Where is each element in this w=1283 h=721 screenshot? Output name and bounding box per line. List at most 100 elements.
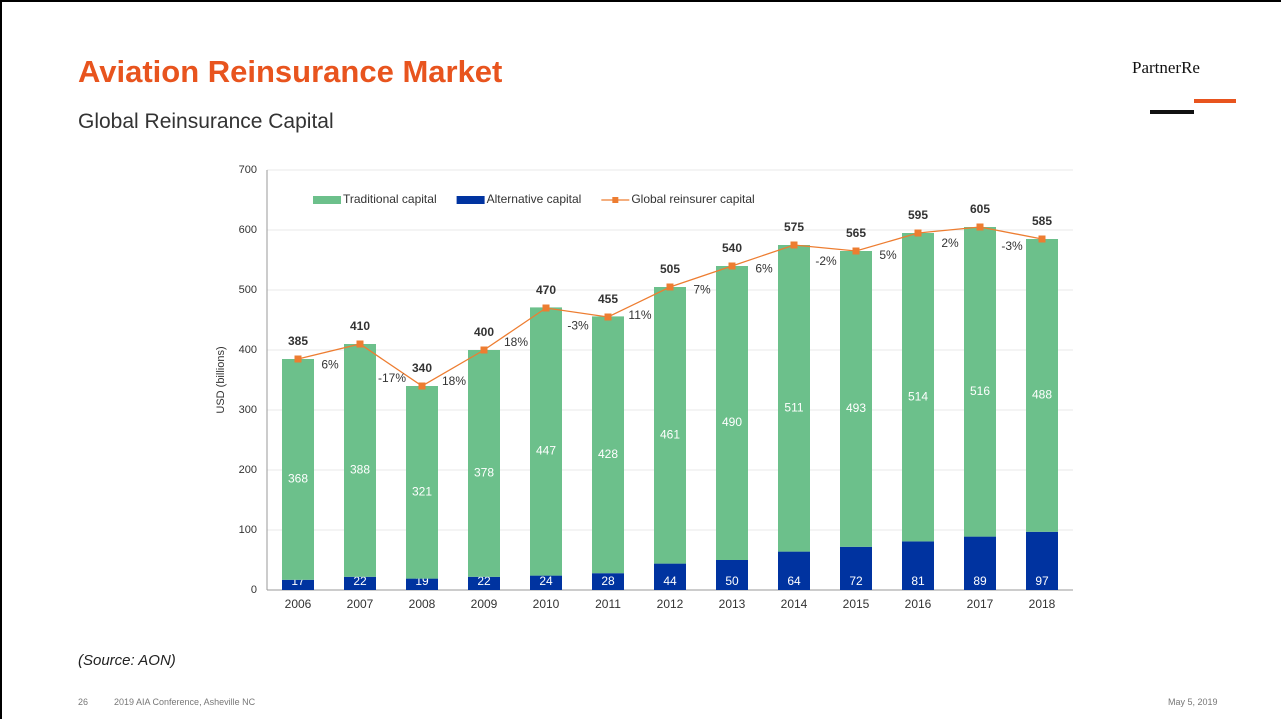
line-marker <box>480 346 488 354</box>
bar-segment <box>778 551 810 590</box>
bar-segment <box>840 251 872 547</box>
logo: PartnerRe <box>1132 58 1200 77</box>
total-label: 400 <box>474 325 494 339</box>
x-tick-label: 2016 <box>905 597 932 611</box>
bar-segment <box>344 576 376 590</box>
total-label: 470 <box>536 283 556 297</box>
data-label: 428 <box>598 447 618 461</box>
data-label: 64 <box>787 574 801 588</box>
line-marker <box>604 313 612 321</box>
y-tick-label: 700 <box>239 164 257 176</box>
line-marker <box>542 304 550 312</box>
line-marker <box>914 229 922 237</box>
data-label: 388 <box>350 463 370 477</box>
bar-segment <box>468 576 500 590</box>
y-tick-label: 400 <box>239 344 257 356</box>
growth-label: 6% <box>321 358 339 372</box>
bar-segment <box>778 245 810 552</box>
line-marker <box>976 223 984 231</box>
growth-label: 2% <box>941 236 959 250</box>
bar-segment <box>964 536 996 590</box>
line-marker <box>666 283 674 291</box>
bar-segment <box>282 579 314 590</box>
y-tick-label: 0 <box>251 584 257 596</box>
legend-label: Global reinsurer capital <box>631 192 754 206</box>
slide-title: Aviation Reinsurance Market <box>78 54 503 89</box>
x-tick-label: 2009 <box>471 597 498 611</box>
data-label: 22 <box>353 574 367 588</box>
data-label: 488 <box>1032 388 1052 402</box>
total-label: 575 <box>784 220 804 234</box>
data-label: 28 <box>601 574 615 588</box>
data-label: 511 <box>784 400 803 414</box>
y-tick-label: 200 <box>239 464 257 476</box>
source-note: (Source: AON) <box>78 652 176 669</box>
page-number: 26 <box>78 697 89 707</box>
total-label: 565 <box>846 226 866 240</box>
growth-label: 18% <box>504 335 528 349</box>
footer-event: 2019 AIA Conference, Asheville NC <box>114 697 256 707</box>
y-axis-label: USD (billions) <box>215 346 227 413</box>
bar-segment <box>344 344 376 577</box>
legend-swatch <box>456 196 485 204</box>
growth-label: 7% <box>693 283 711 297</box>
bar-segment <box>592 316 624 574</box>
data-label: 516 <box>970 384 990 398</box>
x-tick-label: 2012 <box>657 597 684 611</box>
growth-label: 5% <box>879 248 897 262</box>
x-tick-label: 2018 <box>1029 597 1056 611</box>
line-marker <box>1038 235 1046 243</box>
line-marker <box>728 262 736 270</box>
x-tick-label: 2017 <box>967 597 994 611</box>
legend-label: Traditional capital <box>343 192 437 206</box>
total-label: 505 <box>660 262 680 276</box>
bar-segment <box>468 350 500 577</box>
bar-segment <box>1026 239 1058 532</box>
total-label: 410 <box>350 319 370 333</box>
data-label: 24 <box>539 574 553 588</box>
bar-segment <box>406 386 438 579</box>
bar-segment <box>716 266 748 560</box>
x-tick-label: 2013 <box>719 597 746 611</box>
data-label: 44 <box>663 574 677 588</box>
line-marker <box>418 382 426 390</box>
bar-segment <box>902 233 934 542</box>
data-label: 493 <box>846 401 866 415</box>
legend-label: Alternative capital <box>487 192 582 206</box>
data-label: 22 <box>477 574 491 588</box>
bar-segment <box>716 560 748 590</box>
bar-segment <box>406 578 438 590</box>
bar-segment <box>592 573 624 590</box>
growth-label: 6% <box>755 262 773 276</box>
total-label: 540 <box>722 241 742 255</box>
data-label: 514 <box>908 389 928 403</box>
legend-swatch <box>612 197 619 203</box>
data-label: 490 <box>722 415 742 429</box>
x-tick-label: 2014 <box>781 597 808 611</box>
line-marker <box>852 247 860 255</box>
total-label: 455 <box>598 292 618 306</box>
y-tick-label: 600 <box>239 224 257 236</box>
total-label: 605 <box>970 202 990 216</box>
bar-segment <box>282 359 314 580</box>
total-label: 340 <box>412 361 432 375</box>
data-label: 97 <box>1035 574 1049 588</box>
legend-swatch <box>313 196 341 204</box>
data-label: 72 <box>849 574 863 588</box>
slide-subtitle: Global Reinsurance Capital <box>78 110 334 133</box>
x-tick-label: 2007 <box>347 597 374 611</box>
data-label: 50 <box>725 574 739 588</box>
line-marker <box>790 241 798 249</box>
data-label: 89 <box>973 574 987 588</box>
data-label: 321 <box>412 484 432 498</box>
data-label: 81 <box>911 574 925 588</box>
x-tick-label: 2008 <box>409 597 436 611</box>
bar-segment <box>902 541 934 590</box>
x-tick-label: 2011 <box>595 597 621 611</box>
y-tick-label: 100 <box>239 524 257 536</box>
growth-label: -17% <box>378 371 406 385</box>
logo-bar <box>1150 110 1194 114</box>
x-tick-label: 2006 <box>285 597 312 611</box>
